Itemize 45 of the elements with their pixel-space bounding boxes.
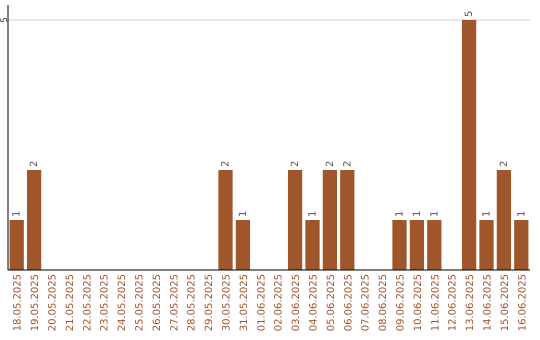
data-label: 2 bbox=[220, 160, 232, 167]
x-tick-label: 03.06.2025 bbox=[291, 274, 302, 332]
x-tick-label: 02.06.2025 bbox=[274, 274, 285, 332]
x-tick-label: 14.06.2025 bbox=[482, 274, 494, 332]
data-label: 1 bbox=[516, 210, 528, 217]
x-tick-label: 16.06.2025 bbox=[517, 274, 528, 332]
x-tick-label: 18.05.2025 bbox=[12, 274, 24, 332]
data-label: 2 bbox=[324, 160, 336, 167]
data-label: 1 bbox=[238, 210, 249, 217]
x-tick-label: 27.05.2025 bbox=[169, 274, 180, 332]
x-tick-label: 20.05.2025 bbox=[48, 274, 58, 332]
x-tick-label: 06.06.2025 bbox=[343, 274, 354, 332]
x-tick-label: 01.06.2025 bbox=[256, 274, 268, 332]
data-label: 2 bbox=[498, 160, 510, 167]
data-label: 2 bbox=[290, 160, 302, 167]
data-label: 1 bbox=[308, 210, 318, 217]
x-tick-label: 25.05.2025 bbox=[134, 274, 146, 332]
x-tick-label: 22.05.2025 bbox=[82, 274, 94, 332]
x-tick-label: 10.06.2025 bbox=[412, 274, 424, 332]
data-label: 2 bbox=[29, 160, 40, 167]
data-label: 1 bbox=[482, 210, 492, 217]
x-tick-label: 15.06.2025 bbox=[500, 274, 511, 332]
x-tick-label: 04.06.2025 bbox=[308, 274, 320, 332]
x-tick-label: 30.05.2025 bbox=[222, 274, 232, 332]
data-label: 1 bbox=[429, 210, 440, 217]
data-label: 1 bbox=[12, 210, 23, 217]
data-label: 2 bbox=[342, 160, 354, 167]
x-tick-label: 21.05.2025 bbox=[64, 274, 76, 332]
x-tick-label: 19.05.2025 bbox=[30, 274, 42, 332]
x-tick-label: 09.06.2025 bbox=[396, 274, 406, 332]
x-tick-label: 24.05.2025 bbox=[117, 274, 128, 332]
x-tick-label: 08.06.2025 bbox=[378, 274, 390, 332]
x-tick-label: 11.06.2025 bbox=[430, 274, 442, 332]
x-tick-label: 28.05.2025 bbox=[186, 274, 198, 332]
x-tick-label: 13.06.2025 bbox=[465, 274, 476, 332]
x-tick-label: 26.05.2025 bbox=[152, 274, 163, 332]
x-tick-label: 23.05.2025 bbox=[100, 274, 111, 332]
data-label: 1 bbox=[412, 210, 423, 217]
x-tick-label: 12.06.2025 bbox=[448, 274, 459, 332]
x-tick-label: 07.06.2025 bbox=[360, 274, 372, 332]
data-label: 5 bbox=[464, 10, 476, 17]
x-tick-label: 29.05.2025 bbox=[204, 274, 216, 332]
data-label: 1 bbox=[394, 210, 406, 217]
x-tick-label: 31.05.2025 bbox=[238, 274, 250, 332]
x-tick-label: 05.06.2025 bbox=[326, 274, 337, 332]
